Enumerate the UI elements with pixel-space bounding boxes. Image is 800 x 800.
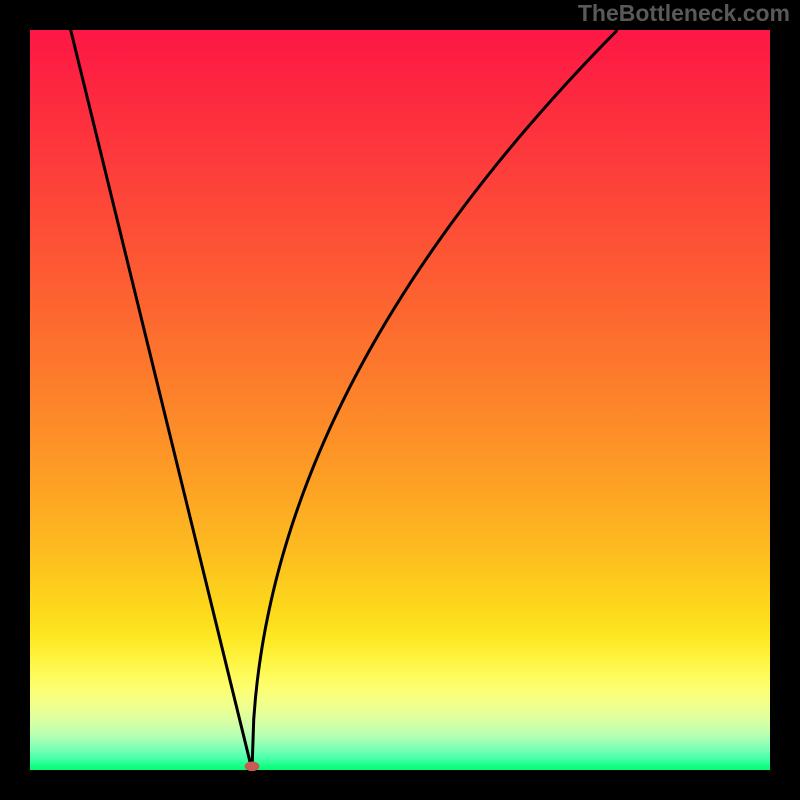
minimum-marker — [245, 761, 260, 771]
bottleneck-chart — [0, 0, 800, 800]
chart-container: { "meta": { "type": "line", "width": 800… — [0, 0, 800, 800]
plot-background — [30, 30, 770, 770]
